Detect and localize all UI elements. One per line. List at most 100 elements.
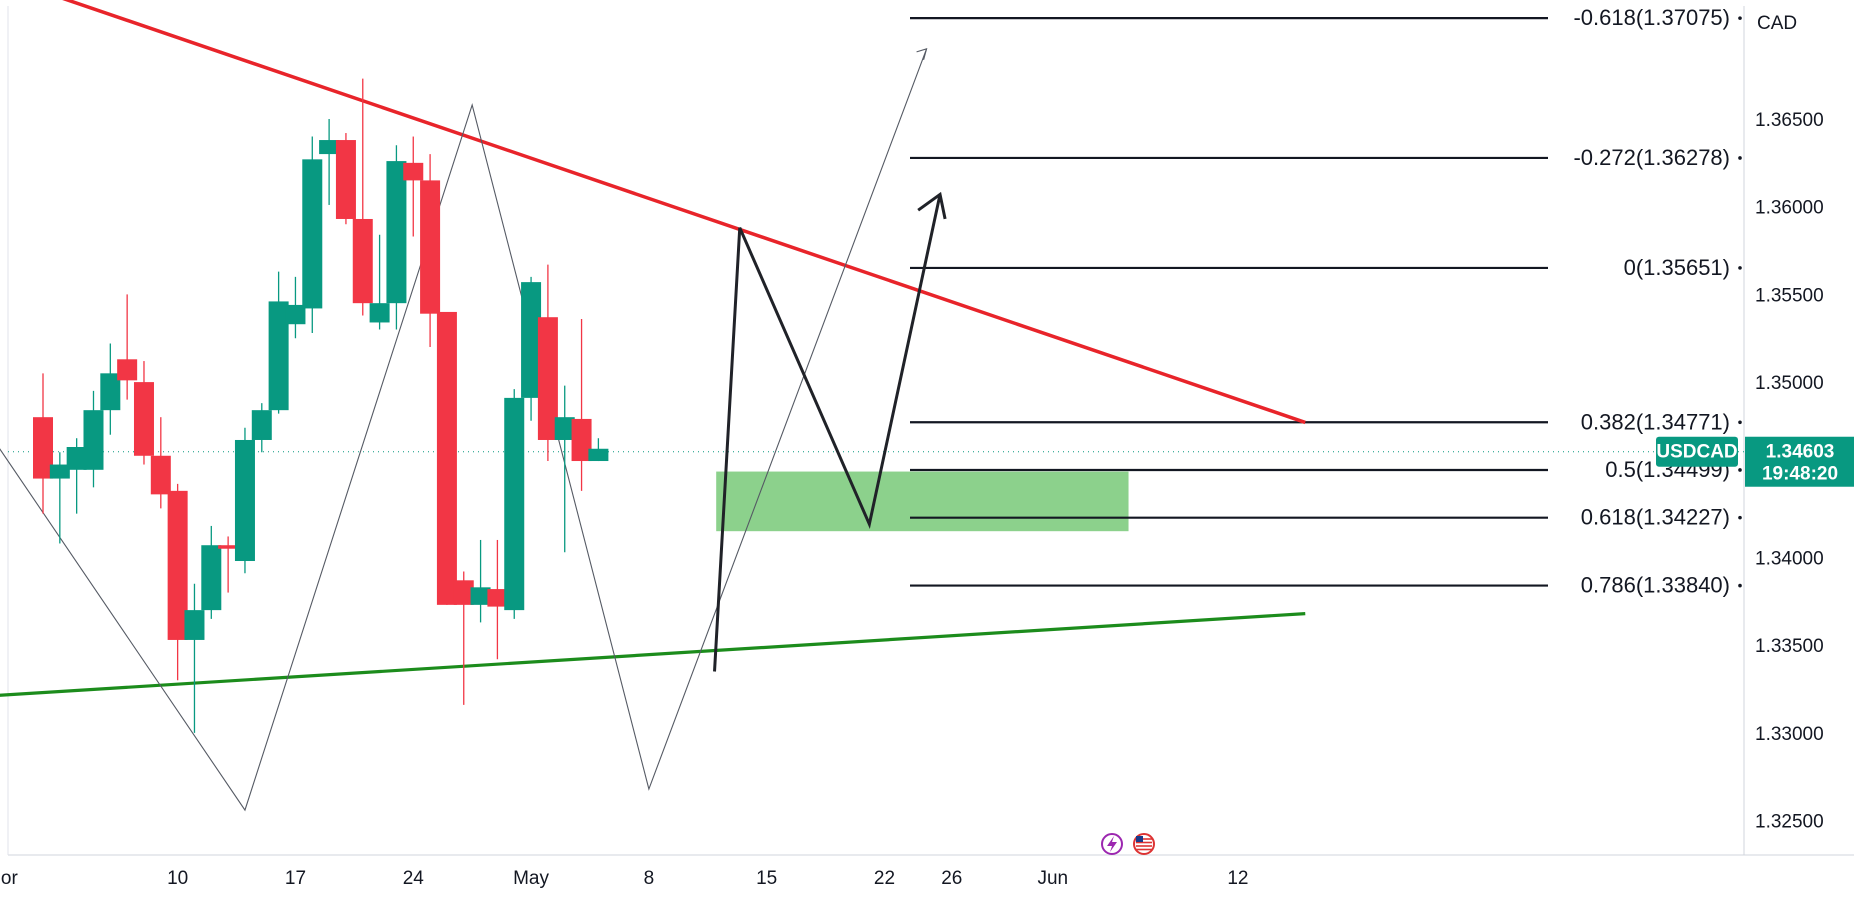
fib-level-label: 0.618(1.34227) [1581,505,1730,530]
resistance-trendline [62,0,1306,425]
candle-body [537,317,558,440]
price-tick-label: 1.33500 [1755,636,1824,657]
candles [33,78,609,733]
time-axis[interactable]: or 10 17 24 May 8 15 22 26 Jun 12 [1,833,1249,889]
candle [234,427,255,574]
time-tick-label: or [1,868,19,889]
candle-body [554,417,575,440]
time-tick-label: 17 [285,868,306,889]
candle [537,264,558,462]
candle [470,539,491,623]
candle-body [117,359,138,381]
candle [285,276,306,339]
fib-level-label: 0.786(1.33840) [1581,573,1730,598]
fib-golden-zone [716,471,1129,532]
candle-body [100,373,121,411]
trendlines [0,0,1306,697]
candle-body [403,162,424,181]
candle [133,361,154,465]
candle [268,271,289,414]
candle-body [453,580,474,605]
candle [453,571,474,705]
time-tick-label: Jun [1037,868,1068,889]
price-axis[interactable]: CAD 1.36500 1.36000 1.35500 1.35000 1.34000 1.… [1656,13,1854,833]
fib-level-label: -0.272(1.36278) [1573,145,1730,170]
projection-arrowhead [917,191,947,220]
price-tick-label: 1.34000 [1755,549,1824,570]
time-tick-label: 8 [644,868,655,889]
candle-body [33,417,53,479]
candle [167,483,188,681]
candle-body [133,382,154,456]
candle [403,136,424,237]
candle-body [268,301,289,411]
candle-body [521,282,542,398]
candle-body [150,455,171,495]
candle-body [588,448,609,462]
time-tick-label: 12 [1227,868,1248,889]
candle [49,452,70,544]
candle [251,403,272,453]
time-tick-label: 26 [941,868,962,889]
fib-zone-layer [716,471,1129,532]
bar-countdown-label: 19:48:20 [1762,464,1838,485]
candle [436,311,457,605]
candle [150,417,171,509]
time-tick-label: May [513,868,549,889]
fib-level-label: 0.382(1.34771) [1581,409,1730,434]
price-tick-label: 1.35500 [1755,285,1824,306]
candle [319,119,340,205]
candle [571,318,592,491]
candle [100,343,121,435]
zigzag-arrowhead [916,48,928,60]
fib-level-dot [1738,583,1742,588]
candle-body [420,180,441,314]
candle-body [487,589,508,607]
candle [184,583,205,733]
candle-body [386,161,407,304]
candle [335,133,356,225]
us-flag-icon-canton [1136,836,1143,842]
candle-body [251,410,272,440]
fib-level-dot [1738,156,1742,160]
zigzag-layer [0,48,928,812]
price-tick-label: 1.32500 [1755,812,1824,833]
candle [420,154,441,348]
fib-level-dot [1738,420,1742,425]
candle-body [66,446,87,470]
candle-body [504,397,525,611]
candle-body [352,218,373,304]
candle [369,234,390,330]
price-tick-label: 1.33000 [1755,724,1824,745]
candle-body [335,140,356,219]
last-price-label: 1.34603 [1766,442,1835,463]
candle-body [302,159,323,309]
projection-path [713,194,942,672]
price-tick-label: 1.35000 [1755,373,1824,394]
lightning-icon[interactable] [1101,833,1123,855]
fib-level-dot [1738,266,1742,270]
candle-body [167,490,188,640]
fib-levels: -0.618(1.37075) -0.272(1.36278) 0(1.35651)… [910,5,1742,598]
candle-body [436,311,457,605]
candle [554,385,575,553]
candle-body [218,545,239,549]
candle [201,525,222,619]
last-price-tag [1745,436,1854,487]
candle-body [184,610,205,640]
candle-body [83,410,104,470]
us-flag-icon[interactable] [1133,833,1155,855]
candle [487,539,508,660]
candle [302,136,323,333]
price-tick-label: 1.36000 [1755,198,1824,219]
fib-level-label: -0.618(1.37075) [1573,5,1730,30]
candle-body [571,418,592,462]
candle [352,78,373,316]
price-tick-label: 1.36500 [1755,110,1824,131]
candle [83,390,104,488]
symbol-tag-label: USDCAD [1656,442,1737,463]
projection-layer [713,191,947,672]
candle [386,145,407,330]
